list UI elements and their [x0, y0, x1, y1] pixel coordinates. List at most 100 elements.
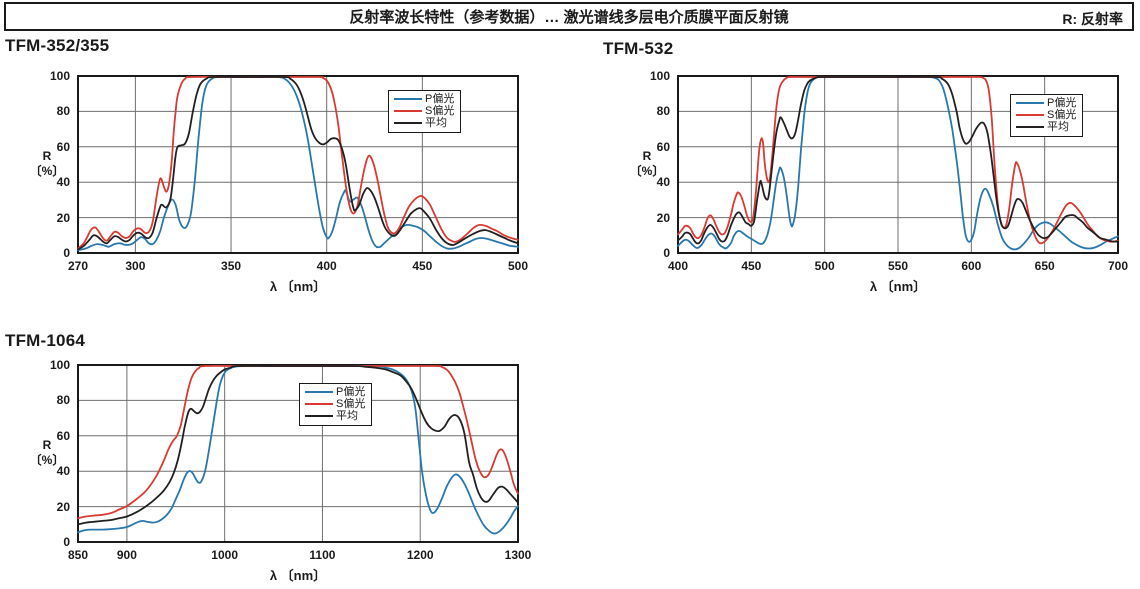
- series-curve-P偏光: [77, 75, 519, 252]
- chart-title-tfm-1064: TFM-1064: [5, 331, 86, 350]
- legend: P偏光 S偏光 平均: [299, 383, 373, 426]
- x-tick-label: 1300: [504, 548, 532, 562]
- series-curve-平均: [77, 75, 519, 251]
- x-tick-label: 650: [1034, 259, 1055, 273]
- x-tick-label: 400: [316, 259, 337, 273]
- legend: P偏光 S偏光 平均: [388, 90, 462, 133]
- x-tick-label: 450: [741, 259, 762, 273]
- y-axis-label-unit: 〔%〕: [29, 453, 65, 467]
- x-tick-label: 350: [221, 259, 242, 273]
- x-tick-label: 400: [667, 259, 689, 273]
- series-curve-平均: [677, 75, 1119, 245]
- legend-label: S偏光: [1047, 109, 1077, 121]
- legend-line-sample: [1016, 126, 1044, 128]
- y-tick-label: 20: [56, 499, 70, 514]
- legend-label: 平均: [1047, 121, 1069, 133]
- legend-row: S偏光: [394, 105, 454, 117]
- x-tick-label: 850: [67, 548, 89, 562]
- chart-title-tfm-352-355: TFM-352/355: [5, 36, 110, 55]
- legend-line-sample: [1016, 114, 1044, 116]
- y-axis-label: R 〔%〕: [22, 438, 72, 468]
- legend-line-sample: [394, 110, 422, 112]
- legend-line-sample: [1016, 102, 1044, 104]
- legend-line-sample: [305, 415, 333, 417]
- y-axis-label-symbol: R: [42, 149, 52, 163]
- y-tick-label: 40: [56, 464, 70, 479]
- legend-label: P偏光: [1047, 97, 1077, 109]
- legend-label: S偏光: [336, 398, 366, 410]
- legend-row: P偏光: [1016, 97, 1076, 109]
- y-axis-label-symbol: R: [642, 149, 652, 163]
- x-tick-label: 700: [1107, 259, 1129, 273]
- series-curve-S偏光: [77, 75, 519, 250]
- legend-row: 平均: [394, 117, 454, 129]
- legend-row: 平均: [1016, 121, 1076, 133]
- chart-tfm-1064: TFM-1064 0 20 40 60 80 100 R 〔%〕 850 900 1000 1100 1…: [5, 331, 531, 583]
- x-tick-label: 450: [412, 259, 433, 273]
- y-tick-label: 20: [56, 210, 70, 225]
- y-axis-label-symbol: R: [42, 438, 52, 452]
- legend-line-sample: [305, 391, 333, 393]
- legend-line-sample: [305, 403, 333, 405]
- x-tick-label: 300: [125, 259, 146, 273]
- x-axis-label: λ 〔nm〕: [869, 279, 927, 294]
- plot-frame: [77, 75, 519, 254]
- header-bar: 反射率波长特性（参考数据）… 激光谱线多层电介质膜平面反射镜 R: 反射率: [4, 2, 1134, 31]
- y-tick-label: 80: [56, 393, 70, 408]
- legend-row: S偏光: [305, 398, 365, 410]
- y-tick-label: 60: [656, 139, 670, 154]
- x-tick-label: 1200: [406, 548, 434, 562]
- x-tick-label: 270: [67, 259, 89, 273]
- legend-line-sample: [394, 98, 422, 100]
- x-tick-label: 550: [887, 259, 909, 273]
- legend-label: P偏光: [336, 386, 366, 398]
- x-tick-label: 500: [814, 259, 835, 273]
- plot-area: [77, 364, 519, 543]
- y-tick-label: 100: [49, 358, 70, 372]
- legend-row: 平均: [305, 410, 365, 422]
- y-axis-label-unit: 〔%〕: [629, 164, 665, 178]
- x-tick-label: 1100: [309, 548, 336, 562]
- y-tick-label: 80: [656, 104, 670, 119]
- y-tick-label: 40: [656, 175, 670, 190]
- y-tick-label: 20: [656, 210, 670, 225]
- y-axis-label: R 〔%〕: [22, 149, 72, 179]
- figure-title: 反射率波长特性（参考数据）… 激光谱线多层电介质膜平面反射镜: [349, 9, 789, 26]
- series-curve-S偏光: [677, 76, 1119, 245]
- series-curve-S偏光: [77, 364, 519, 520]
- y-tick-label: 40: [56, 175, 70, 190]
- y-tick-label: 100: [649, 69, 670, 83]
- x-tick-label: 1000: [211, 548, 238, 562]
- y-tick-label: 60: [56, 428, 70, 443]
- legend-row: S偏光: [1016, 109, 1076, 121]
- legend-label: P偏光: [425, 93, 455, 105]
- legend-label: 平均: [336, 410, 358, 422]
- legend: P偏光 S偏光 平均: [1010, 94, 1084, 137]
- y-tick-label: 0: [63, 246, 70, 260]
- legend-row: P偏光: [394, 93, 454, 105]
- series-curve-平均: [77, 364, 519, 526]
- reflectance-legend-note: R: 反射率: [1062, 11, 1123, 27]
- plot-area: [77, 75, 519, 254]
- y-axis-label-unit: 〔%〕: [29, 164, 65, 178]
- chart-tfm-352-355: TFM-352/355 0 20 40 60 80 100 R 〔%〕 270 300 350 400…: [5, 36, 528, 294]
- legend-line-sample: [394, 122, 422, 124]
- y-tick-label: 0: [63, 535, 70, 549]
- x-axis-label: λ 〔nm〕: [269, 279, 327, 294]
- y-tick-label: 80: [56, 104, 70, 119]
- y-tick-label: 60: [56, 139, 70, 154]
- chart-title-tfm-532: TFM-532: [603, 39, 674, 58]
- x-tick-label: 500: [507, 259, 529, 273]
- chart-tfm-532: TFM-532 0 20 40 60 80 100 R 〔%〕 400 450 500 550 600 6…: [603, 39, 1128, 294]
- x-tick-label: 600: [961, 259, 982, 273]
- plot-frame: [77, 364, 519, 543]
- x-axis-label: λ 〔nm〕: [269, 568, 327, 583]
- legend-label: S偏光: [425, 105, 455, 117]
- x-tick-label: 900: [116, 548, 137, 562]
- legend-row: P偏光: [305, 386, 365, 398]
- plot-frame: [677, 75, 1119, 254]
- y-tick-label: 100: [49, 69, 70, 83]
- y-axis-label: R 〔%〕: [622, 149, 672, 179]
- y-tick-label: 0: [663, 246, 670, 260]
